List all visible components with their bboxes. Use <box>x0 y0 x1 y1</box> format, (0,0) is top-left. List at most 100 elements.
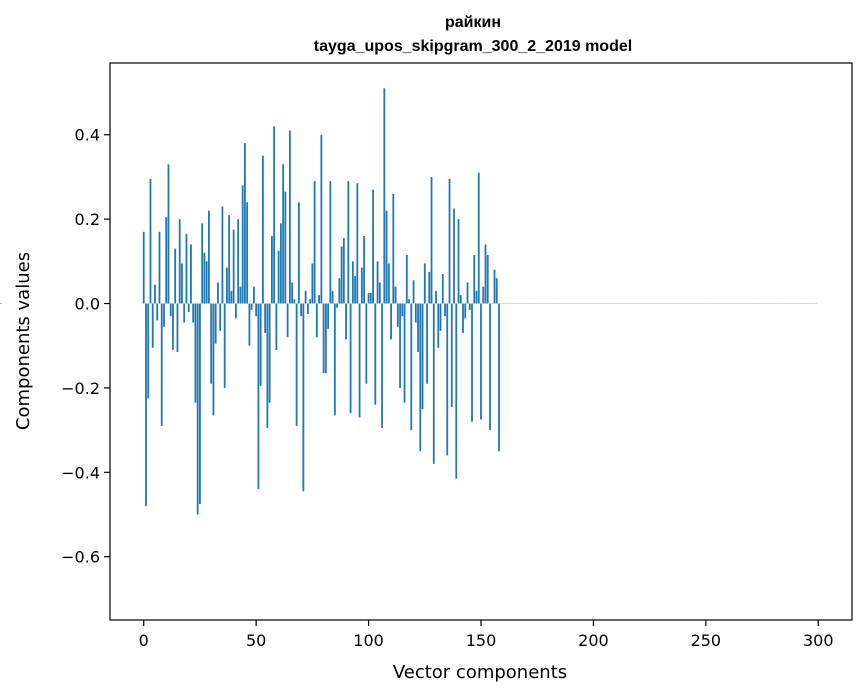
bar <box>268 303 271 403</box>
bar <box>365 303 368 384</box>
bar <box>387 263 390 304</box>
bar <box>329 181 332 304</box>
bar <box>351 261 354 304</box>
bar <box>313 181 316 304</box>
bar <box>295 303 298 426</box>
bar <box>291 282 294 304</box>
bar <box>338 278 341 304</box>
bar <box>446 303 449 456</box>
bar <box>210 303 213 384</box>
bar <box>327 303 330 329</box>
bar <box>495 278 498 304</box>
bar <box>156 303 159 321</box>
bar <box>430 176 433 304</box>
x-axis-label: Vector components <box>393 662 567 683</box>
bar <box>417 303 419 353</box>
bar <box>275 303 278 350</box>
bar <box>288 130 291 304</box>
bar <box>151 303 154 348</box>
bar <box>194 303 197 403</box>
bar <box>419 303 422 452</box>
bars <box>0 88 817 515</box>
bar <box>477 172 480 304</box>
bar <box>185 233 188 304</box>
chart-title: райкин <box>445 14 501 31</box>
bar <box>318 295 321 304</box>
x-tick-label: 0 <box>139 631 149 650</box>
bar <box>376 261 379 304</box>
bar <box>383 88 386 304</box>
bar <box>149 179 152 304</box>
bar <box>462 303 464 334</box>
bar <box>286 303 289 338</box>
bar <box>181 263 183 304</box>
x-tick-label: 50 <box>246 631 266 650</box>
x-tick-label: 300 <box>803 631 834 650</box>
bar <box>426 303 428 384</box>
bar <box>145 303 147 507</box>
x-tick-label: 100 <box>353 631 384 650</box>
bar <box>176 303 179 353</box>
bar <box>266 303 269 429</box>
bar <box>385 210 388 304</box>
y-tick-label: −0.6 <box>61 548 100 567</box>
bar <box>190 244 192 304</box>
bar <box>273 126 276 304</box>
bar <box>347 181 350 304</box>
bar <box>246 202 249 304</box>
bar <box>473 254 476 304</box>
bar <box>480 303 482 420</box>
bar <box>441 273 444 304</box>
bar <box>408 299 410 304</box>
y-tick-label: 0.4 <box>75 126 100 145</box>
bar <box>466 282 469 304</box>
y-axis-ticks: −0.6 −0.4 −0.2 0.0 0.2 0.4 <box>61 126 110 567</box>
bar <box>304 290 307 304</box>
bar <box>192 303 195 323</box>
chart-subtitle: tayga_upos_skipgram_300_2_2019 model <box>314 38 632 55</box>
bar <box>306 303 309 315</box>
y-axis-label: Components values <box>13 252 34 430</box>
bar <box>482 286 485 304</box>
bar <box>302 303 305 492</box>
x-tick-label: 200 <box>578 631 609 650</box>
y-tick-label: −0.4 <box>61 463 100 482</box>
bar <box>169 303 172 317</box>
bar <box>196 303 199 515</box>
bar <box>390 303 392 340</box>
y-tick-label: 0.0 <box>75 295 100 314</box>
bar <box>311 263 314 304</box>
bar <box>498 303 500 452</box>
bar <box>378 282 381 304</box>
bar <box>412 280 415 304</box>
bar <box>486 254 489 304</box>
bar <box>172 303 174 350</box>
bar <box>255 303 258 317</box>
bar <box>217 282 219 304</box>
bar <box>475 290 478 304</box>
bar <box>160 303 163 426</box>
bar <box>253 286 255 304</box>
plot-frame <box>109 62 853 621</box>
bar <box>228 214 231 304</box>
bar <box>439 303 442 331</box>
bar <box>300 303 303 317</box>
bar <box>309 299 312 304</box>
bar <box>257 303 260 490</box>
bar <box>297 202 300 304</box>
bar <box>428 271 431 304</box>
bar <box>259 303 262 386</box>
bar <box>349 303 352 414</box>
bar <box>324 303 327 374</box>
bar <box>174 248 177 304</box>
bar <box>471 303 473 422</box>
bar <box>372 189 374 304</box>
bar <box>455 303 458 479</box>
bar <box>142 231 145 304</box>
bar <box>293 299 296 304</box>
x-tick-label: 150 <box>466 631 497 650</box>
bar <box>437 303 440 348</box>
bar <box>453 208 455 304</box>
bar <box>381 303 383 429</box>
bar <box>403 303 406 403</box>
